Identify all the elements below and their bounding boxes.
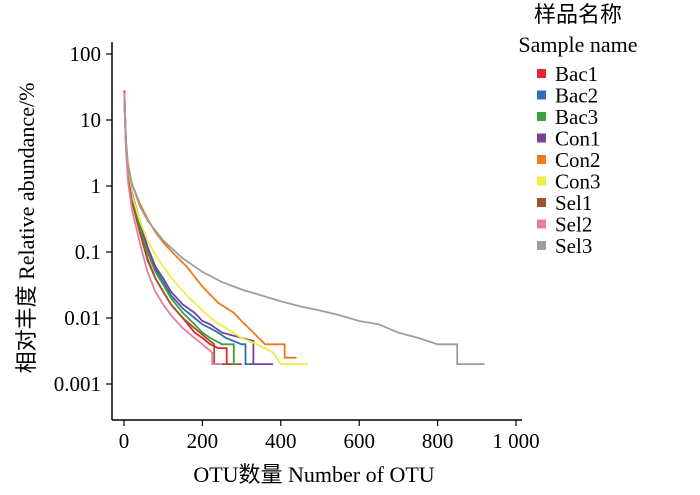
y-tick-label: 0.1: [75, 240, 101, 264]
series-layer: [123, 90, 485, 366]
legend-label-sel2: Sel2: [555, 213, 592, 237]
legend-label-bac3: Bac3: [555, 105, 598, 129]
y-tick-label: 0.001: [54, 372, 101, 396]
series-line-sel2: [123, 92, 222, 366]
legend-swatch-bac1: [537, 69, 546, 78]
series-line-con1: [123, 97, 273, 366]
x-tick-label: 1 000: [492, 429, 539, 453]
x-tick-label: 200: [187, 429, 219, 453]
y-axis-title: 相对丰度 Relative abundance/%: [14, 83, 39, 374]
legend-swatch-con3: [537, 176, 546, 186]
legend-swatch-con1: [537, 133, 546, 143]
legend-swatch-bac2: [537, 90, 546, 100]
series-line-sel3: [123, 100, 485, 366]
y-tick-label: 10: [80, 108, 101, 132]
x-axis-title: OTU数量 Number of OTU: [193, 462, 434, 487]
y-tick-label: 0.01: [64, 306, 101, 330]
y-tick-label: 1: [91, 174, 102, 198]
legend-swatch-con2: [537, 155, 546, 164]
legend-label-bac1: Bac1: [555, 62, 598, 86]
legend-title-cn: 样品名称: [534, 2, 622, 27]
legend-swatch-bac3: [537, 112, 546, 121]
series-line-con3: [123, 103, 309, 366]
legend-label-sel3: Sel3: [555, 234, 592, 258]
x-tick-label: 800: [422, 429, 454, 453]
x-tick-label: 600: [343, 429, 375, 453]
legend-label-con2: Con2: [555, 148, 601, 172]
legend-label-bac2: Bac2: [555, 84, 598, 108]
tick-layer: 0 200 400 600 800 1 000 0.001 0.01 0.1 1 10 100: [54, 42, 540, 453]
legend-label-sel1: Sel1: [555, 191, 592, 215]
legend-swatch-sel1: [537, 198, 546, 207]
legend-swatch-sel3: [537, 241, 546, 250]
legend-swatch-sel2: [537, 219, 546, 229]
y-tick-label: 100: [70, 42, 102, 66]
x-tick-label: 400: [265, 429, 297, 453]
x-tick-label: 0: [119, 429, 130, 453]
series-line-sel1: [123, 100, 230, 366]
legend-label-con3: Con3: [555, 170, 601, 194]
legend-label-con1: Con1: [555, 127, 601, 151]
legend-title-en: Sample name: [518, 32, 637, 57]
legend: 样品名称 Sample name Bac1Bac2Bac3Con1Con2Con…: [518, 2, 637, 258]
axes: [111, 42, 522, 421]
